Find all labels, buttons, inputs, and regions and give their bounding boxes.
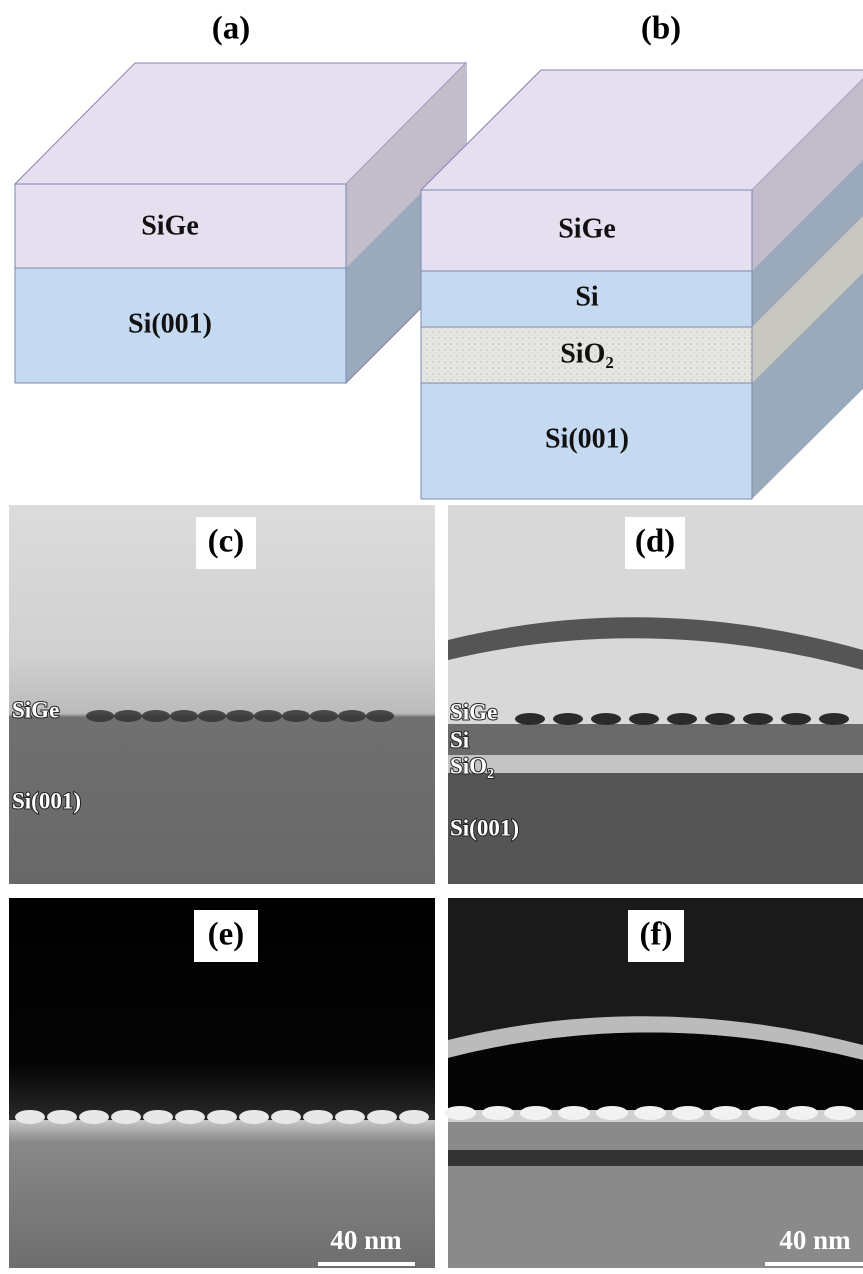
- nanodot: [705, 713, 735, 725]
- nanodot: [47, 1110, 77, 1124]
- layer-label: Si: [450, 727, 470, 752]
- nanodot: [781, 713, 811, 725]
- nanodot: [239, 1110, 269, 1124]
- layer-label: Si(001): [12, 788, 81, 813]
- nanodot: [303, 1110, 333, 1124]
- panel-d: (d) SiGe Si SiO₂ Si(001): [448, 505, 863, 884]
- nanodot: [748, 1106, 780, 1120]
- nanodot: [591, 713, 621, 725]
- panel-label: (b): [641, 11, 681, 47]
- nanodot: [824, 1106, 856, 1120]
- panel-b: (b) SiGe Si SiO₂ Si(001): [419, 11, 863, 500]
- nanodot: [114, 710, 142, 722]
- panel-f: (f) 40 nm: [444, 898, 863, 1268]
- nanodot: [170, 710, 198, 722]
- nanodot: [667, 713, 697, 725]
- nanodot: [310, 710, 338, 722]
- layer-label: SiGe: [558, 213, 616, 244]
- nanodot: [743, 713, 773, 725]
- nanodot: [175, 1110, 205, 1124]
- nanodot: [596, 1106, 628, 1120]
- layer-label: Si(001): [128, 308, 212, 339]
- panel-label: (e): [208, 917, 245, 953]
- scale-bar-label: 40 nm: [330, 1225, 402, 1255]
- panel-label: (a): [212, 11, 250, 47]
- nanodot: [198, 710, 226, 722]
- nanodot: [207, 1110, 237, 1124]
- nanodot: [558, 1106, 590, 1120]
- layer-label: SiO₂: [560, 338, 614, 369]
- nanodot: [367, 1110, 397, 1124]
- nanodot: [143, 1110, 173, 1124]
- nanodot: [338, 710, 366, 722]
- nanodot: [520, 1106, 552, 1120]
- layer-label: SiGe: [450, 699, 497, 724]
- layer-label: Si(001): [545, 423, 629, 454]
- nanodot: [366, 710, 394, 722]
- panel-label: (d): [635, 524, 675, 560]
- nanodot: [15, 1110, 45, 1124]
- nanodot: [111, 1110, 141, 1124]
- scale-bar: [765, 1262, 863, 1266]
- nanodot: [444, 1106, 476, 1120]
- panel-label: (f): [640, 917, 673, 953]
- nanodot: [553, 713, 583, 725]
- nanodot: [399, 1110, 429, 1124]
- nanodot: [786, 1106, 818, 1120]
- nanodot: [271, 1110, 301, 1124]
- panel-label: (c): [208, 524, 245, 560]
- nanodot: [634, 1106, 666, 1120]
- nanodot: [254, 710, 282, 722]
- nanodot: [819, 713, 849, 725]
- nanodot: [226, 710, 254, 722]
- layer-label: Si: [575, 281, 599, 312]
- layer-label: SiGe: [141, 210, 199, 241]
- scale-bar-label: 40 nm: [779, 1225, 851, 1255]
- nanodot: [142, 710, 170, 722]
- layer-label: SiGe: [12, 697, 59, 722]
- nanodot: [86, 710, 114, 722]
- nanodot: [672, 1106, 704, 1120]
- nanodot: [482, 1106, 514, 1120]
- panel-e: (e) 40 nm: [9, 898, 435, 1268]
- layer-label: Si(001): [450, 815, 519, 840]
- scale-bar: [318, 1262, 415, 1266]
- panel-a: (a) SiGe Si(001): [13, 11, 468, 385]
- panel-c: (c) SiGe Si(001): [9, 505, 435, 884]
- layer-label: SiO₂: [450, 753, 494, 778]
- nanodot: [515, 713, 545, 725]
- nanodot: [629, 713, 659, 725]
- nanodot: [282, 710, 310, 722]
- nanodot: [79, 1110, 109, 1124]
- nanodot: [335, 1110, 365, 1124]
- nanodot: [710, 1106, 742, 1120]
